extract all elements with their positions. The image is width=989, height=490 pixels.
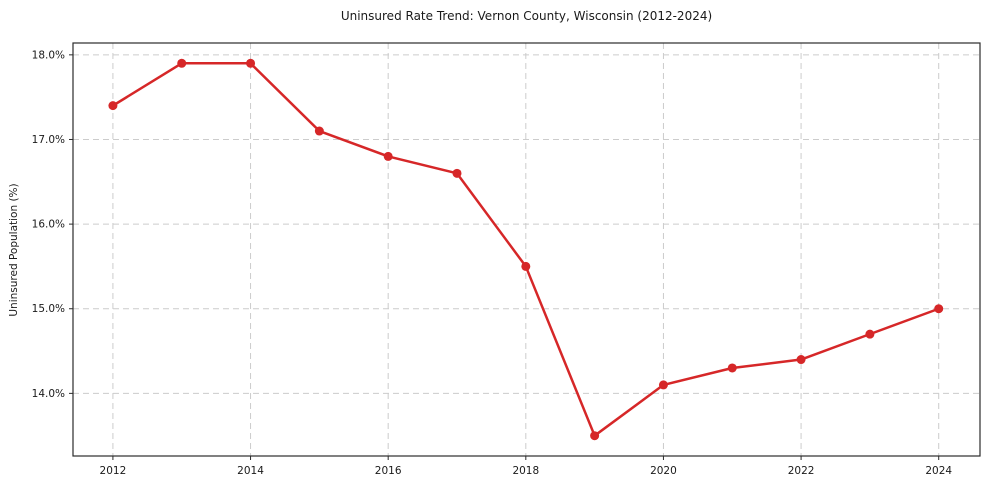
data-point (796, 355, 806, 365)
y-tick-label: 14.0% (32, 388, 65, 400)
data-point (452, 168, 462, 178)
data-point (314, 126, 324, 136)
data-point (246, 58, 256, 68)
data-point (865, 329, 875, 339)
data-point (177, 58, 187, 68)
x-tick-label: 2024 (925, 465, 952, 477)
x-tick-label: 2020 (650, 465, 677, 477)
x-tick-label: 2022 (788, 465, 815, 477)
y-tick-label: 16.0% (32, 219, 65, 231)
x-tick-label: 2018 (512, 465, 539, 477)
data-point (934, 304, 944, 314)
data-point (383, 151, 393, 161)
y-tick-label: 18.0% (32, 49, 65, 61)
trend-line (111, 62, 940, 437)
plot-border (72, 42, 981, 457)
data-point (727, 363, 737, 373)
data-point (521, 261, 531, 271)
x-tick-label: 2016 (375, 465, 402, 477)
data-point (658, 380, 668, 390)
x-tick-label: 2014 (237, 465, 264, 477)
y-tick-label: 15.0% (32, 303, 65, 315)
y-tick-label: 17.0% (32, 134, 65, 146)
data-point (590, 431, 600, 441)
x-tick-label: 2012 (100, 465, 127, 477)
data-point (108, 101, 118, 111)
chart-title: Uninsured Rate Trend: Vernon County, Wis… (340, 9, 713, 23)
